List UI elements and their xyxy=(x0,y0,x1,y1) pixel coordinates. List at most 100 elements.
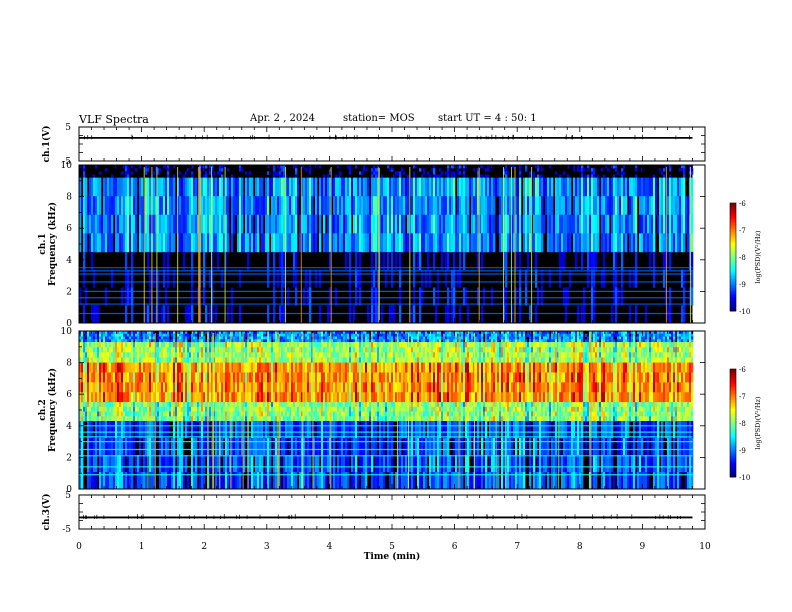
spectrogram-cell xyxy=(221,233,224,253)
spectrogram-cell xyxy=(273,392,276,403)
spectrogram-cell xyxy=(135,214,138,234)
spectrogram-cell xyxy=(217,196,220,216)
spectrogram-cell xyxy=(105,372,108,383)
spectrogram-cell xyxy=(395,233,398,253)
spectrogram-cell xyxy=(167,372,170,383)
spectrogram-cell xyxy=(211,438,214,456)
spectrogram-cell xyxy=(91,339,94,343)
spectrogram-cell xyxy=(273,352,276,358)
spectrogram-cell xyxy=(343,342,346,348)
spectrogram-cell xyxy=(485,233,488,253)
spectrogram-cell xyxy=(161,347,164,353)
spectrogram-cell xyxy=(329,171,332,175)
spectrogram-cell xyxy=(603,233,606,253)
spectrogram-cell xyxy=(129,402,132,408)
spectrogram-cell xyxy=(205,352,208,358)
spectrogram-cell xyxy=(105,331,108,335)
spectrogram-cell xyxy=(191,472,194,490)
spectrogram-cell xyxy=(691,171,694,175)
spectrogram-cell xyxy=(243,392,246,403)
spectrogram-cell xyxy=(203,421,206,439)
spectrogram-cell xyxy=(257,331,260,335)
spectrogram-cell xyxy=(243,382,246,393)
spectrogram-cell xyxy=(299,233,302,253)
spectrogram-cell xyxy=(147,251,150,270)
spectrogram-cell xyxy=(523,177,526,197)
spectrogram-cell xyxy=(477,287,480,306)
spectrogram-cell xyxy=(317,357,320,363)
spectrogram-cell xyxy=(517,196,520,216)
spectrogram-cell xyxy=(215,421,218,439)
spectrogram-cell xyxy=(97,333,100,337)
spectrogram-cell xyxy=(627,214,630,234)
spectrogram-cell xyxy=(185,233,188,253)
spectrogram-cell xyxy=(123,438,126,456)
spectrogram-cell xyxy=(139,421,142,439)
spectrogram-cell xyxy=(121,402,124,408)
spectrogram-cell xyxy=(637,177,640,197)
spectrogram-cell xyxy=(543,214,546,234)
spectrogram-cell xyxy=(683,287,686,306)
spectrogram-cell xyxy=(295,382,298,393)
spectrogram-cell xyxy=(431,168,434,172)
spectrogram-cell xyxy=(333,339,336,343)
spectrogram-cell xyxy=(325,392,328,403)
spectrogram-cell xyxy=(541,287,544,306)
spectrogram-cell xyxy=(157,406,160,412)
spectrogram-cell xyxy=(271,196,274,216)
spectrogram-cell xyxy=(125,342,128,348)
spectrogram-cell xyxy=(331,392,334,403)
spectrogram-cell xyxy=(635,269,638,288)
spectrogram-cell xyxy=(299,362,302,373)
spectrogram-cell xyxy=(81,416,84,422)
spectrogram-cell xyxy=(119,472,122,490)
spectrogram-cell xyxy=(153,382,156,393)
spectrogram-cell xyxy=(613,196,616,216)
spectrogram-cell xyxy=(105,233,108,253)
spectrogram-cell xyxy=(417,196,420,216)
spectrogram-cell xyxy=(131,165,134,169)
spectrogram-cell xyxy=(163,455,166,473)
spectrogram-cell xyxy=(355,251,358,270)
spectrogram-cell xyxy=(345,342,348,348)
spectrogram-cell xyxy=(231,372,234,383)
spectrogram-cell xyxy=(279,421,282,439)
spectrogram-cell xyxy=(177,416,180,422)
spectrogram-cell xyxy=(273,342,276,348)
spectrogram-cell xyxy=(407,177,410,197)
spectrogram-cell xyxy=(357,347,360,353)
spectrogram-cell xyxy=(79,347,82,353)
spectrogram-cell xyxy=(499,196,502,216)
spectrogram-cell xyxy=(341,333,344,337)
spectrogram-cell xyxy=(393,177,396,197)
spectrogram-cell xyxy=(443,196,446,216)
spectrogram-cell xyxy=(173,362,176,373)
spectrogram-cell xyxy=(133,177,136,197)
spectrogram-cell xyxy=(169,342,172,348)
spectrogram-cell xyxy=(413,251,416,270)
spectrogram-cell xyxy=(357,411,360,417)
spectrogram-cell xyxy=(375,287,378,306)
spectrogram-cell xyxy=(229,336,232,340)
spectrogram-cell xyxy=(333,455,336,473)
spectrogram-cell xyxy=(621,174,624,178)
colorbar-label: log(PSD)(V²/Hz) xyxy=(754,230,762,283)
spectrogram-cell xyxy=(303,342,306,348)
spectrogram-cell xyxy=(93,305,96,324)
spectrogram-cell xyxy=(97,421,100,439)
spectrogram-cell xyxy=(549,214,552,234)
spectrogram-cell xyxy=(309,233,312,253)
spectrogram-cell xyxy=(337,336,340,340)
spectrogram-cell xyxy=(225,416,228,422)
spectrogram-cell xyxy=(109,339,112,343)
spectrogram-cell xyxy=(179,402,182,408)
spectrogram-cell xyxy=(333,406,336,412)
spectrogram-cell xyxy=(109,331,112,335)
spectrogram-cell xyxy=(659,177,662,197)
spectrogram-cell xyxy=(177,372,180,383)
spectrogram-cell xyxy=(339,347,342,353)
spectrogram-cell xyxy=(189,392,192,403)
spectrogram-cell xyxy=(347,472,350,490)
spectrogram-cell xyxy=(387,233,390,253)
spectrogram-cell xyxy=(375,339,378,343)
